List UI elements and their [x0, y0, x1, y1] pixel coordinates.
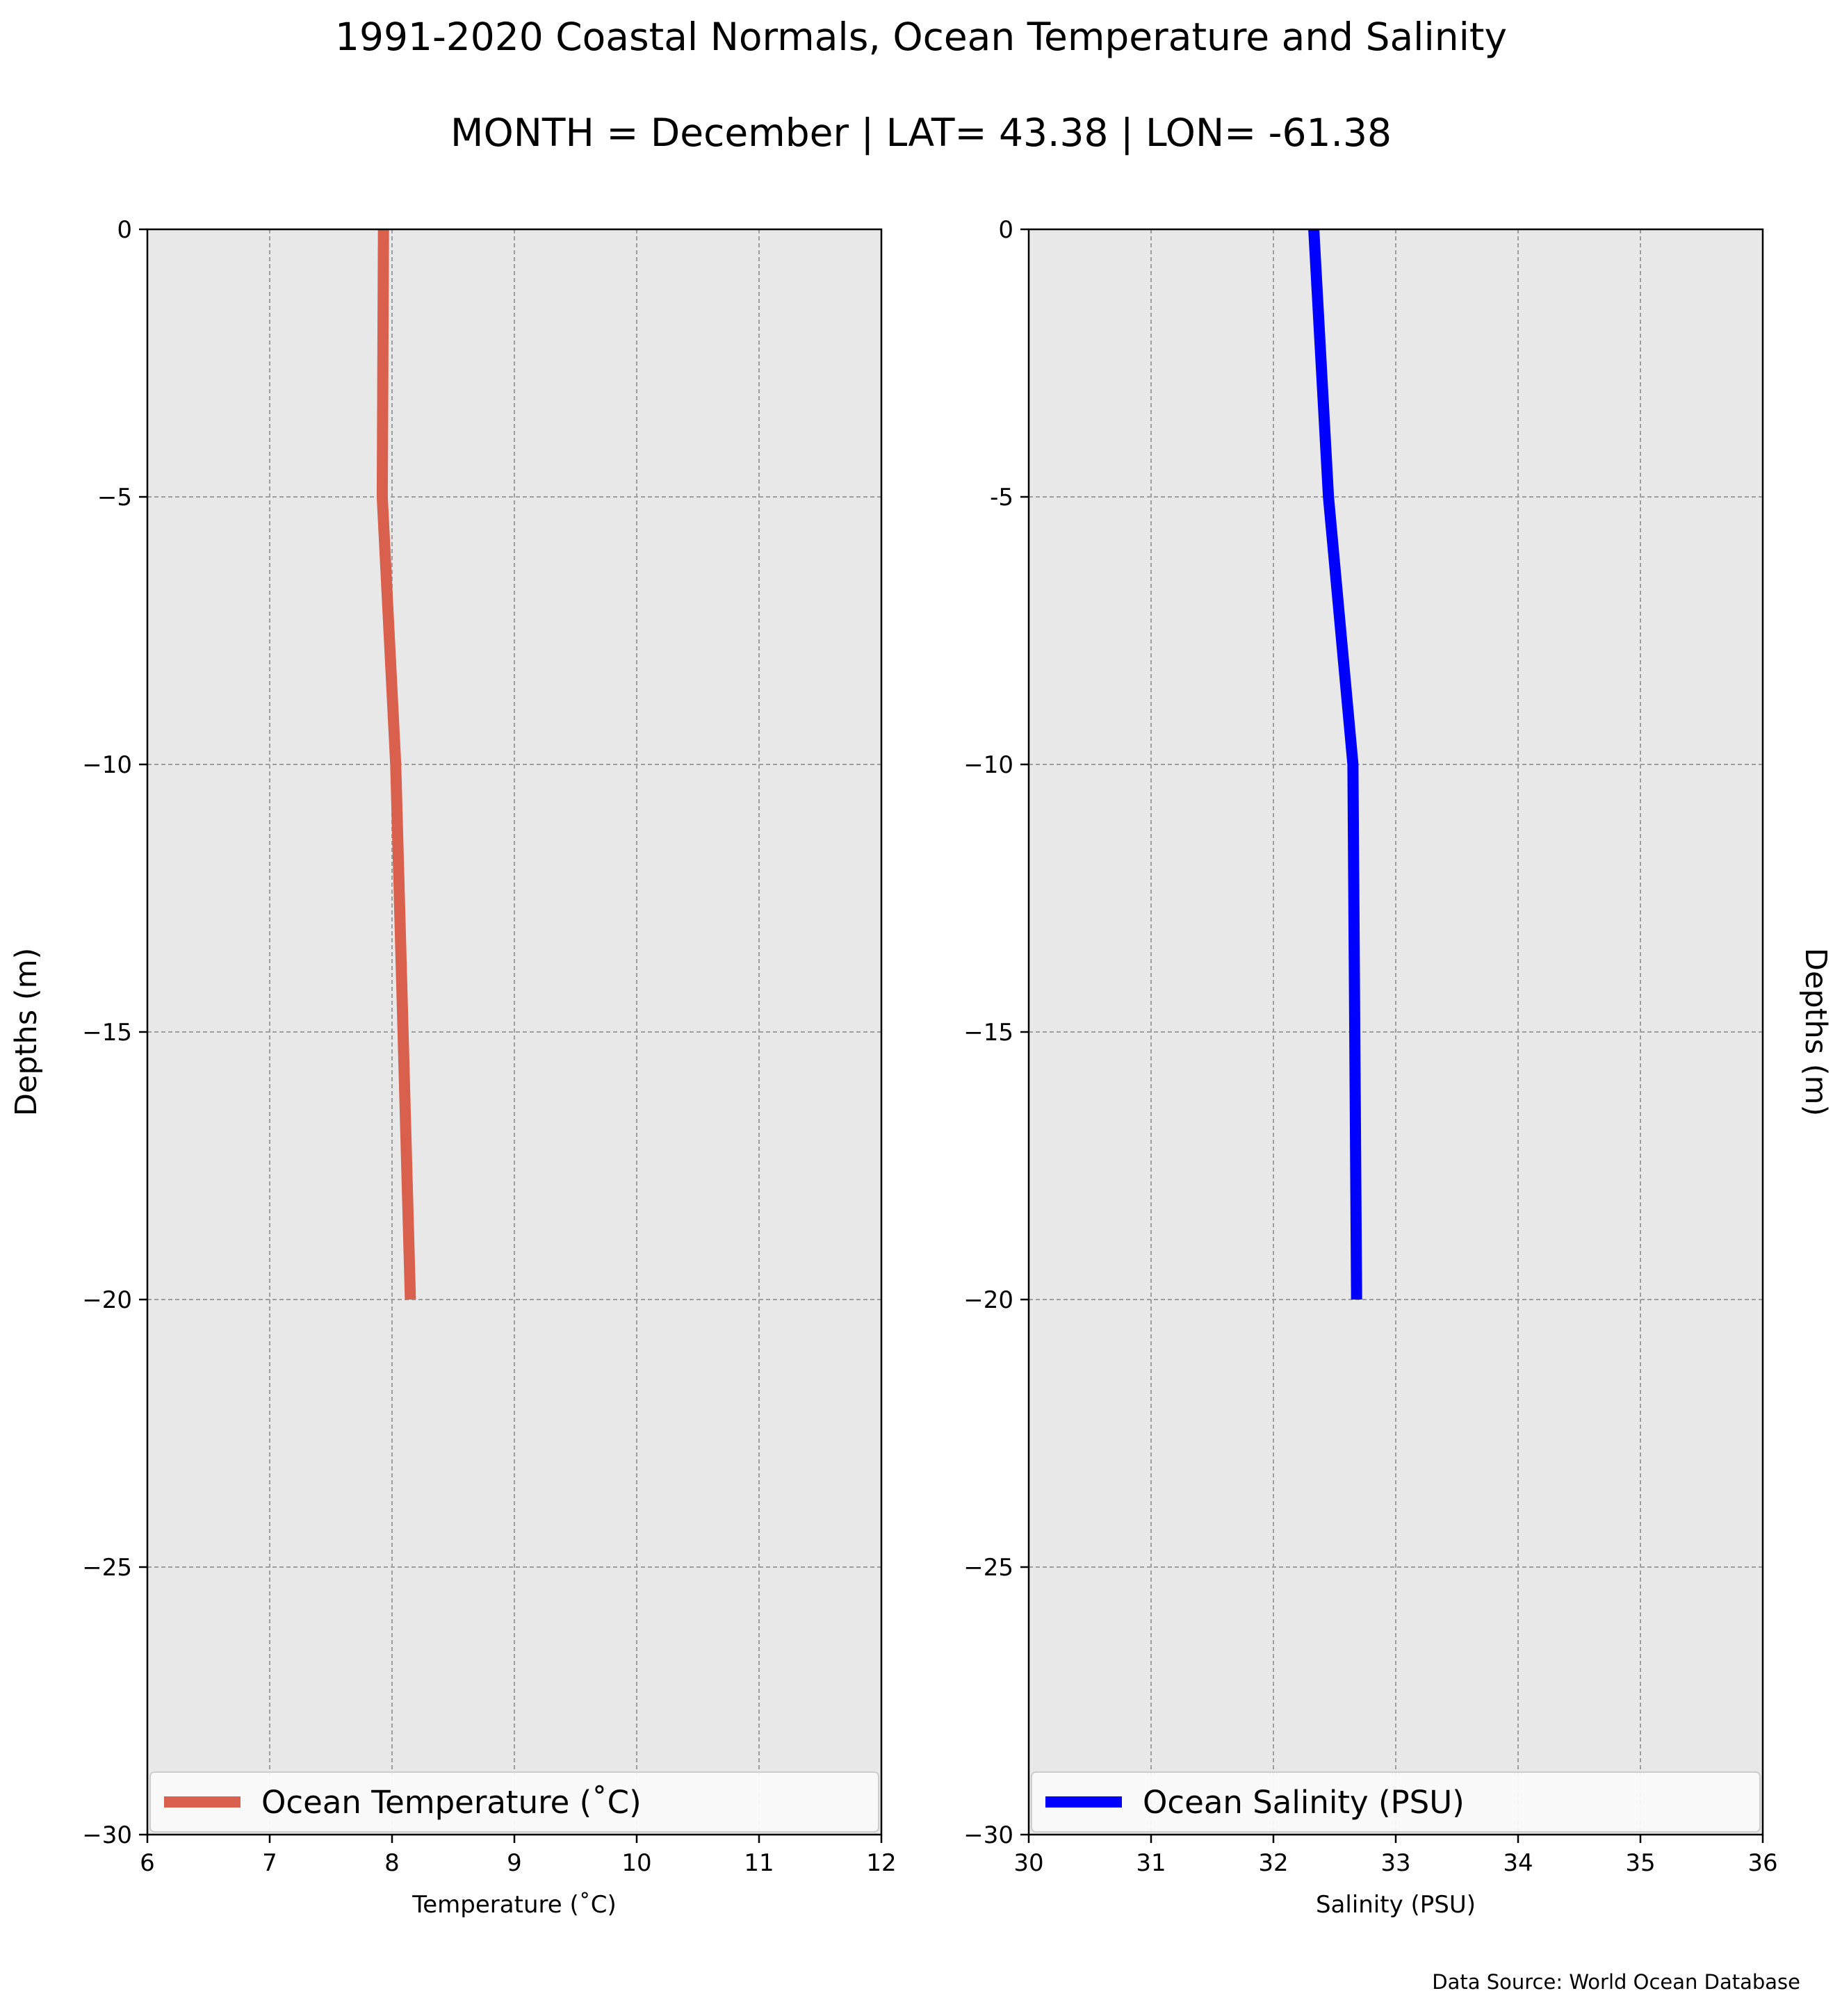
- figure-subtitle: MONTH = December | LAT= 43.38 | LON= -61…: [450, 110, 1392, 156]
- salinity-y-axis-label: Depths (m): [1798, 948, 1833, 1116]
- salinity-y-tick-label: −15: [963, 1019, 1013, 1047]
- salinity-x-tick-label: 32: [1258, 1849, 1288, 1877]
- salinity-y-tick-label: -5: [990, 484, 1013, 511]
- temperature-x-tick-label: 8: [384, 1849, 400, 1877]
- temperature-x-tick-label: 6: [140, 1849, 155, 1877]
- salinity-legend: Ocean Salinity (PSU): [1031, 1771, 1761, 1833]
- salinity-y-tick-label: −20: [963, 1286, 1013, 1314]
- salinity-x-tick-label: 31: [1136, 1849, 1166, 1877]
- temperature-x-tick-label: 10: [621, 1849, 651, 1877]
- temperature-y-tick-label: −20: [82, 1286, 132, 1314]
- figure-title: 1991-2020 Coastal Normals, Ocean Tempera…: [335, 15, 1507, 59]
- temperature-legend-label: Ocean Temperature (˚C): [261, 1784, 642, 1821]
- temperature-panel: 6 7 8 9 10 11 12 0 −5 −10 −15 −20 −25 −30 Temperature …: [9, 216, 897, 1919]
- temperature-legend-box: [149, 1771, 879, 1833]
- temperature-legend: Ocean Temperature (˚C): [149, 1771, 879, 1833]
- temperature-x-axis-label: Temperature (˚C): [411, 1891, 616, 1919]
- temperature-x-tick-label: 9: [507, 1849, 522, 1877]
- temperature-y-tick-label: −5: [97, 484, 132, 511]
- salinity-y-tick-label: 0: [998, 216, 1013, 244]
- temperature-y-tick-label: −15: [82, 1019, 132, 1047]
- temperature-y-tick-label: −25: [82, 1554, 132, 1582]
- data-source-note: Data Source: World Ocean Database: [1432, 1970, 1800, 1994]
- salinity-x-tick-label: 36: [1747, 1849, 1777, 1877]
- salinity-x-tick-label: 33: [1380, 1849, 1410, 1877]
- temperature-x-tick-label: 12: [866, 1849, 896, 1877]
- salinity-x-tick-label: 35: [1625, 1849, 1655, 1877]
- salinity-y-tick-label: −25: [963, 1554, 1013, 1582]
- temperature-x-tick-label: 7: [262, 1849, 277, 1877]
- salinity-legend-label: Ocean Salinity (PSU): [1143, 1784, 1465, 1821]
- salinity-x-tick-label: 34: [1503, 1849, 1533, 1877]
- temperature-y-tick-label: −10: [82, 751, 132, 779]
- salinity-y-tick-label: −10: [963, 751, 1013, 779]
- salinity-y-tick-label: −30: [963, 1821, 1013, 1849]
- salinity-x-tick-label: 30: [1013, 1849, 1043, 1877]
- temperature-y-axis-label: Depths (m): [9, 948, 44, 1116]
- temperature-y-tick-label: 0: [117, 216, 132, 244]
- salinity-panel: 30 31 32 33 34 35 36 0 -5 −10 −15 −20 −25 −30 Salinity…: [963, 216, 1833, 1919]
- salinity-series-line: [1308, 229, 1362, 1300]
- temperature-y-tick-label: −30: [82, 1821, 132, 1849]
- temperature-series-line: [376, 229, 416, 1300]
- temperature-x-tick-label: 11: [744, 1849, 774, 1877]
- salinity-x-axis-label: Salinity (PSU): [1316, 1891, 1476, 1919]
- salinity-legend-box: [1031, 1771, 1761, 1833]
